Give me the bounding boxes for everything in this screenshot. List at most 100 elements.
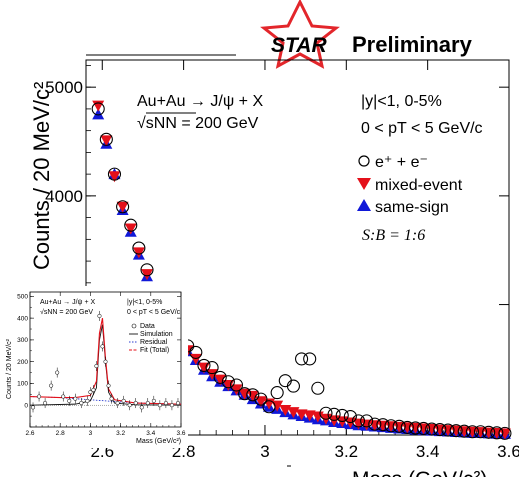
sb-label: S:B = 1:6 xyxy=(362,227,425,244)
x-tick-label: 2.6 xyxy=(25,430,34,437)
mixed-event-point xyxy=(100,135,113,147)
inset-data-point xyxy=(103,359,108,364)
inset-data-point xyxy=(49,383,54,388)
inset-data-point xyxy=(145,400,150,406)
ee-data-point xyxy=(417,421,431,436)
mixed-event-point xyxy=(124,223,137,235)
inset-frame xyxy=(29,291,182,428)
inset-data-point xyxy=(61,394,66,399)
mixed-event-point xyxy=(303,410,316,422)
reaction-label: Au+Au → J/ψ + X xyxy=(137,93,263,110)
ee-data-point xyxy=(107,167,122,181)
legend-marker-mixed xyxy=(357,178,371,190)
ee-data-point xyxy=(490,426,504,440)
x-tick-label: 3.4 xyxy=(416,442,440,461)
ee-data-point xyxy=(449,424,463,438)
inset-data-point xyxy=(109,396,114,401)
inset-pt-label: 0 < pT < 5 GeV/c xyxy=(127,309,181,316)
y-tick-label: 5000 xyxy=(45,78,83,97)
inset-y-axis-label: Counts / 20 MeV/c² xyxy=(6,338,13,399)
inset-data-point xyxy=(73,396,78,401)
inset-reaction-label: Au+Au → J/ψ + X xyxy=(40,299,96,306)
ee-data-point xyxy=(433,423,447,437)
x-tick-label: 3.4 xyxy=(146,430,155,437)
same-sign-point xyxy=(92,108,105,120)
inset-data-point xyxy=(91,387,96,393)
legend-label-mixed: mixed-event xyxy=(375,177,463,194)
inset-data-point xyxy=(30,405,36,410)
inset-data-point xyxy=(115,400,120,406)
y-tick-label: 100 xyxy=(17,381,28,388)
ee-data-point xyxy=(311,381,325,395)
ee-data-point xyxy=(327,407,341,421)
ee-data-point xyxy=(278,374,292,388)
preliminary-label: Preliminary xyxy=(352,32,473,57)
ee-data-point xyxy=(270,386,284,400)
inset-data-point xyxy=(175,400,181,406)
ee-data-point xyxy=(408,421,423,435)
ee-data-point xyxy=(132,241,146,255)
inset-data-point xyxy=(43,400,48,406)
ee-data-point xyxy=(351,414,366,428)
x-tick-label: 3 xyxy=(260,442,269,461)
x-axis-label: Mass (GeV/c²) xyxy=(352,468,487,477)
inset-plot: 2.6 2.8 3 3.2 3.4 3.6 0 100 200 300 400 500 Au+Au →… xyxy=(0,286,188,448)
ee-data-point xyxy=(213,370,227,384)
ee-data-point xyxy=(441,423,455,437)
mixed-event-point xyxy=(295,409,308,421)
inset-data-point xyxy=(79,400,84,406)
y-tick-label: 300 xyxy=(17,337,28,344)
mixed-event-point xyxy=(352,418,365,430)
x-tick-label: 3.6 xyxy=(176,430,185,437)
rapidity-label: |y|<1, 0-5% xyxy=(361,93,442,110)
star-logo: STAR Preliminary xyxy=(260,0,473,69)
y-tick-label: 500 xyxy=(17,294,28,301)
main-legend: e⁺ + e⁻ mixed-event same-sign S:B = 1:6 xyxy=(357,154,463,244)
inset-data-point xyxy=(37,394,42,399)
y-tick-label: 400 xyxy=(17,315,28,322)
ee-data-point xyxy=(140,263,154,277)
legend-label-ee: e⁺ + e⁻ xyxy=(375,154,428,171)
inset-data-point xyxy=(157,403,162,408)
mixed-event-point xyxy=(230,384,243,396)
ee-data-point xyxy=(392,419,406,433)
inset-legend-label-data: Data xyxy=(140,323,155,330)
ee-data-point xyxy=(295,352,309,366)
energy-label: √sNN = 200 GeV xyxy=(137,115,259,132)
inset-legend-label-sim: Simulation xyxy=(140,331,173,338)
ee-data-point xyxy=(124,218,138,232)
ee-data-point xyxy=(368,417,382,431)
ee-data-point xyxy=(91,102,105,116)
inset-data-point xyxy=(139,405,144,410)
ee-data-point xyxy=(360,414,374,428)
inset-legend: Data Simulation Residual Fit (Total) xyxy=(129,323,173,354)
main-ticks: 2.62.833.23.43.6300040005000 xyxy=(45,60,519,461)
ee-data-point xyxy=(473,425,488,439)
inset-data-point xyxy=(106,383,111,388)
inset-data-point xyxy=(88,390,93,395)
x-tick-label: 3.6 xyxy=(497,442,519,461)
x-tick-label: 2.8 xyxy=(56,430,65,437)
ee-data-point xyxy=(457,424,471,438)
inset-data-point xyxy=(55,370,60,375)
inset-rapidity-label: |y|<1, 0-5% xyxy=(127,299,162,306)
legend-marker-same xyxy=(357,199,371,211)
inset-x-axis-label: Mass (GeV/c²) xyxy=(136,438,181,445)
ee-data-point xyxy=(303,352,317,366)
inset-curve-fit-total- xyxy=(29,318,182,405)
ee-data-point xyxy=(205,361,219,375)
inset-marks xyxy=(29,310,182,413)
mixed-event-point xyxy=(92,100,105,112)
mixed-event-point xyxy=(206,369,219,381)
ee-data-point xyxy=(425,422,439,436)
inset-data-point xyxy=(85,398,90,403)
ee-data-point xyxy=(400,420,414,434)
ee-data-point xyxy=(254,392,268,406)
ee-data-point xyxy=(99,132,113,146)
ee-data-point xyxy=(498,426,512,440)
ee-data-point xyxy=(262,400,276,414)
inset-data-point xyxy=(97,313,102,319)
ee-data-point xyxy=(384,419,398,433)
ee-data-point xyxy=(246,388,260,402)
